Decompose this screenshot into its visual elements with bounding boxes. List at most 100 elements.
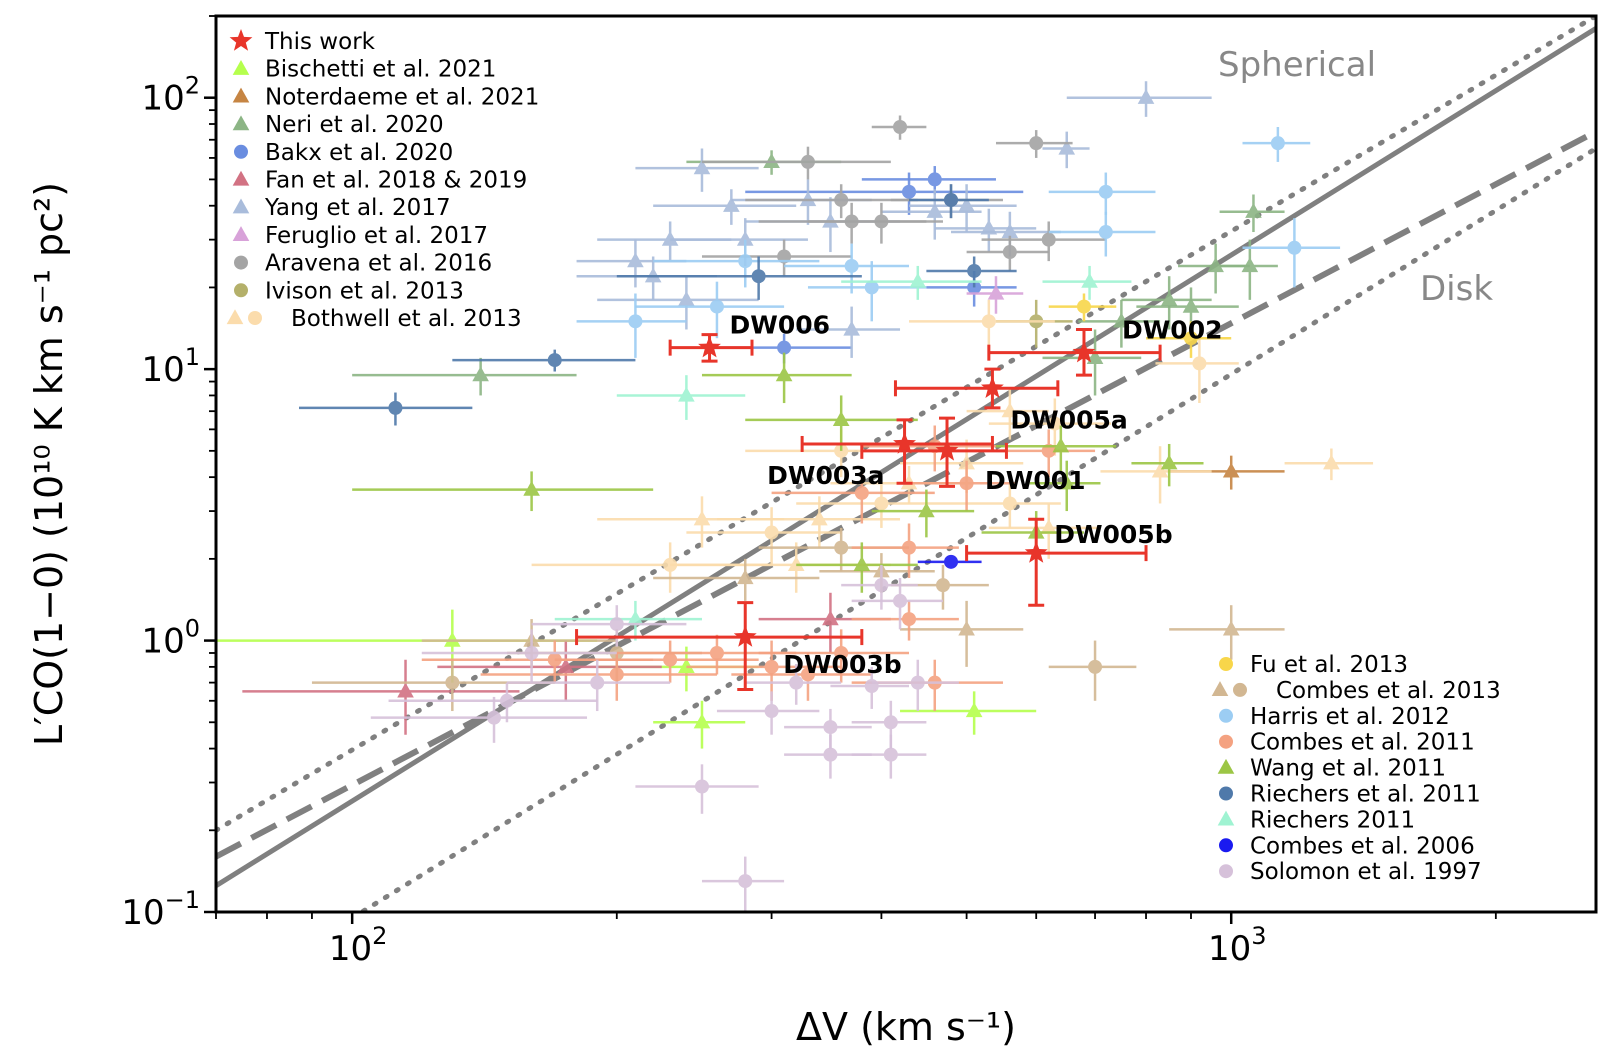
literature-point: [988, 503, 1101, 559]
literature-point: [1048, 640, 1137, 701]
literature-point: [1242, 218, 1341, 288]
literature-point: [437, 640, 662, 701]
point-marker: [738, 874, 753, 889]
point-marker: [918, 502, 935, 518]
point-marker: [628, 314, 643, 329]
literature-point: [807, 261, 927, 322]
point-marker: [789, 675, 804, 690]
point-marker: [547, 353, 562, 368]
point-marker: [883, 747, 898, 762]
literature-point: [421, 640, 654, 683]
legend-marker: [232, 170, 250, 186]
literature-point: [686, 640, 842, 701]
x-axis-label: ΔV (km s⁻¹): [796, 1005, 1016, 1049]
point-marker: [663, 652, 678, 667]
point-marker: [787, 556, 805, 572]
point-marker: [547, 652, 562, 667]
point-marker: [893, 119, 908, 134]
legend-item: Noterdaeme et al. 2021: [232, 84, 539, 110]
legend-label: Riechers 2011: [1250, 807, 1415, 833]
label-dw001: DW001: [985, 466, 1086, 495]
literature-point: [1066, 81, 1212, 117]
point-marker: [834, 192, 849, 207]
point-marker: [1323, 454, 1340, 470]
literature-point: [871, 659, 959, 712]
point-marker: [557, 658, 575, 673]
point-marker: [694, 779, 709, 794]
point-marker: [987, 284, 1005, 300]
point-marker: [472, 366, 489, 382]
literature-point: [352, 471, 654, 512]
legend-label: Bischetti et al. 2021: [265, 57, 496, 83]
label-dw002: DW002: [1122, 316, 1223, 345]
point-marker: [883, 715, 898, 730]
point-marker: [764, 659, 779, 674]
point-marker: [1076, 299, 1091, 314]
legend-marker: [232, 115, 250, 131]
point-marker: [709, 299, 724, 314]
literature-point: [716, 496, 901, 548]
legend-label: This work: [264, 29, 376, 55]
literature-point: [616, 256, 862, 300]
point-marker: [1041, 232, 1056, 247]
point-marker: [959, 476, 974, 491]
point-marker: [736, 569, 754, 585]
legend-item: Yang et al. 2017: [232, 195, 451, 221]
literature-point: [830, 666, 910, 709]
literature-point: [900, 600, 1024, 667]
legend-item: Neri et al. 2020: [232, 112, 444, 138]
point-marker: [775, 366, 793, 382]
point-marker: [800, 667, 815, 682]
y-tick-label: 10−1: [121, 886, 200, 933]
literature-point: [635, 148, 759, 192]
legend-marker: [1217, 758, 1235, 774]
literature-point: [1078, 299, 1161, 348]
point-marker: [822, 610, 839, 626]
literature-point: [1042, 329, 1142, 396]
literature-point: [871, 489, 975, 538]
point-marker: [764, 704, 779, 719]
point-marker: [1088, 659, 1103, 674]
y-tick-label: 102: [141, 72, 200, 119]
literature-point: [554, 600, 702, 641]
label-dw006: DW006: [730, 311, 831, 340]
legend-marker: [232, 87, 250, 103]
literature-point: [851, 700, 927, 749]
literature-point: [995, 425, 1117, 472]
point-marker: [609, 617, 624, 632]
legend-item: Solomon et al. 1997: [1219, 859, 1482, 885]
point-marker: [709, 645, 724, 660]
point-marker: [1001, 223, 1019, 239]
point-marker: [1081, 272, 1098, 288]
legend-item: Fan et al. 2018 & 2019: [232, 168, 527, 194]
legend-marker: [248, 311, 262, 325]
legend-item: Fu et al. 2013: [1219, 652, 1408, 678]
literature-point: [1029, 460, 1101, 512]
point-marker: [1086, 349, 1104, 365]
literature-point: [653, 239, 820, 288]
point-marker: [844, 258, 859, 273]
star-marker: [733, 625, 757, 647]
star-marker: [698, 335, 721, 358]
point-marker: [958, 196, 975, 212]
point-marker: [678, 658, 695, 673]
literature-point: [701, 146, 891, 180]
literature-point: [951, 483, 1061, 528]
point-marker: [1241, 257, 1259, 273]
point-marker: [902, 540, 917, 555]
point-marker: [981, 314, 996, 329]
legend-label: Fan et al. 2018 & 2019: [265, 168, 527, 194]
legend-marker: [232, 198, 250, 214]
literature-point: [900, 691, 1037, 735]
x-tick-label: 102: [329, 922, 388, 969]
point-marker: [397, 682, 414, 698]
plot-frame: [214, 14, 1598, 914]
literature-point: [480, 652, 717, 701]
legend-marker: [234, 283, 248, 298]
point-marker: [661, 230, 679, 246]
literature-point: [701, 856, 785, 912]
literature-point: [1242, 126, 1311, 162]
literature-point: [352, 357, 577, 396]
literature-point: [851, 600, 959, 641]
